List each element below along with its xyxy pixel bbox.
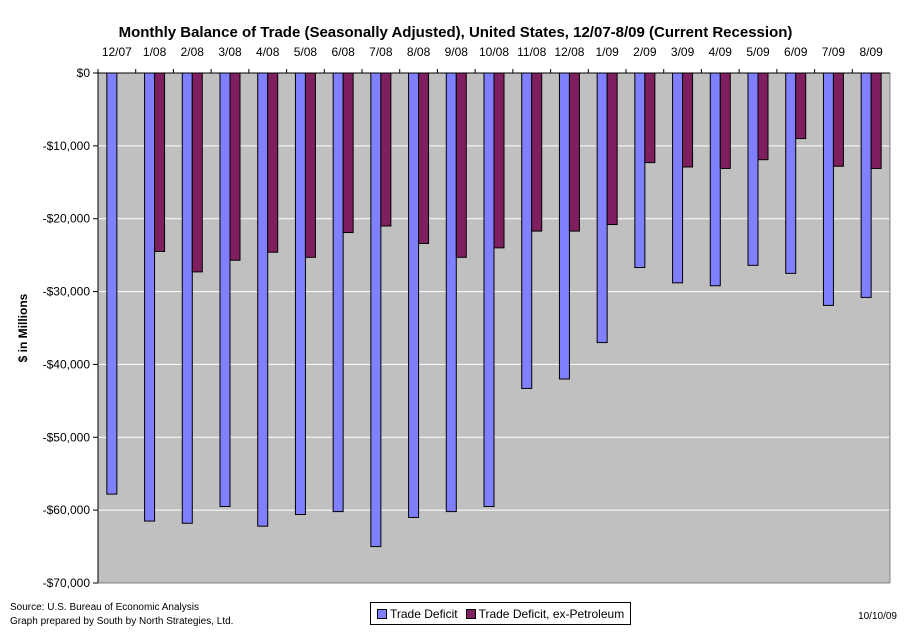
- bar-trade-deficit-ex-petroleum: [757, 72, 769, 161]
- bar-trade-deficit-ex-petroleum: [380, 72, 392, 227]
- x-tick-label: 12/08: [554, 45, 584, 59]
- bar-trade-deficit: [747, 72, 759, 266]
- bar-trade-deficit-ex-petroleum: [229, 72, 241, 261]
- bar-trade-deficit: [822, 72, 834, 306]
- date-note: 10/10/09: [858, 611, 897, 622]
- x-tick-label: 4/09: [709, 45, 733, 59]
- bar-trade-deficit-ex-petroleum: [418, 72, 430, 244]
- bar-trade-deficit-ex-petroleum: [870, 72, 882, 169]
- y-axis-label: $ in Millions: [16, 293, 30, 362]
- bar-trade-deficit-ex-petroleum: [531, 72, 543, 232]
- bar-trade-deficit: [672, 72, 684, 284]
- y-tick-label: -$60,000: [43, 503, 91, 517]
- bar-trade-deficit: [558, 72, 570, 380]
- bar-trade-deficit: [785, 72, 797, 274]
- bar-trade-deficit-ex-petroleum: [644, 72, 656, 164]
- legend-swatch-trade-deficit: [377, 608, 387, 619]
- y-tick-label: -$70,000: [43, 576, 91, 590]
- source-note: Source: U.S. Bureau of Economic Analysis: [10, 602, 199, 613]
- legend-label-trade-deficit-ex-petroleum: Trade Deficit, ex-Petroleum: [478, 606, 625, 621]
- x-tick-label: 12/07: [102, 45, 132, 59]
- x-tick-label: 10/08: [479, 45, 509, 59]
- y-tick-label: -$10,000: [43, 139, 91, 153]
- bar-trade-deficit: [219, 72, 231, 507]
- y-tick-label: -$30,000: [43, 285, 91, 299]
- y-tick-label: $0: [77, 66, 91, 80]
- y-tick-label: -$40,000: [43, 357, 91, 371]
- bar-trade-deficit-ex-petroleum: [719, 72, 731, 169]
- bar-trade-deficit-ex-petroleum: [832, 72, 844, 167]
- bar-trade-deficit-ex-petroleum: [304, 72, 316, 258]
- bar-trade-deficit-ex-petroleum: [154, 72, 166, 252]
- bar-trade-deficit: [634, 72, 646, 269]
- bar-trade-deficit-ex-petroleum: [493, 72, 505, 249]
- x-tick-label: 5/08: [294, 45, 318, 59]
- x-tick-label: 3/09: [671, 45, 695, 59]
- x-tick-label: 8/09: [859, 45, 883, 59]
- bar-trade-deficit-ex-petroleum: [455, 72, 467, 258]
- bar-trade-deficit: [483, 72, 495, 507]
- bar-trade-deficit-ex-petroleum: [682, 72, 694, 168]
- bar-trade-deficit-ex-petroleum: [342, 72, 354, 234]
- bars: [106, 72, 882, 548]
- x-tick-label: 11/08: [517, 45, 546, 59]
- y-tick-label: -$20,000: [43, 212, 91, 226]
- legend-item-trade-deficit: Trade Deficit: [377, 607, 458, 621]
- chart-title: Monthly Balance of Trade (Seasonally Adj…: [118, 24, 793, 41]
- bar-trade-deficit: [106, 72, 118, 495]
- legend-swatch-trade-deficit-ex-petroleum: [465, 608, 476, 619]
- bar-trade-deficit: [709, 72, 721, 287]
- bar-trade-deficit: [370, 72, 382, 548]
- x-tick-label: 1/09: [595, 45, 619, 59]
- x-tick-label: 5/09: [746, 45, 770, 59]
- bar-trade-deficit: [408, 72, 420, 518]
- x-tick-label: 3/08: [218, 45, 242, 59]
- bar-trade-deficit: [332, 72, 344, 513]
- bar-trade-deficit: [445, 72, 457, 513]
- bar-trade-deficit-ex-petroleum: [267, 72, 279, 253]
- y-tick-label: -$50,000: [43, 430, 91, 444]
- bar-trade-deficit: [144, 72, 156, 522]
- bar-trade-deficit: [521, 72, 533, 389]
- bar-trade-deficit: [294, 72, 306, 516]
- legend-item-trade-deficit-ex-petroleum: Trade Deficit, ex-Petroleum: [465, 606, 625, 621]
- x-tick-label: 2/09: [633, 45, 657, 59]
- legend-label-trade-deficit: Trade Deficit: [390, 606, 458, 621]
- bar-trade-deficit: [181, 72, 193, 524]
- bar-trade-deficit-ex-petroleum: [568, 72, 580, 232]
- x-tick-label: 7/09: [822, 45, 846, 59]
- bar-trade-deficit: [257, 72, 269, 527]
- bar-trade-deficit-ex-petroleum: [606, 72, 618, 226]
- bar-trade-deficit-ex-petroleum: [795, 72, 807, 140]
- legend: Trade Deficit Trade Deficit, ex-Petroleu…: [370, 602, 632, 625]
- x-tick-label: 6/08: [331, 45, 355, 59]
- bar-trade-deficit: [860, 72, 872, 298]
- x-tick-label: 9/08: [445, 45, 469, 59]
- bar-trade-deficit: [596, 72, 608, 344]
- axes: $0 -$10,000 -$20,000 -$30,000 -$40,000 -$50,0…: [43, 45, 891, 590]
- x-tick-label: 6/09: [784, 45, 808, 59]
- x-tick-label: 8/08: [407, 45, 431, 59]
- x-tick-label: 1/08: [143, 45, 167, 59]
- x-tick-label: 2/08: [181, 45, 205, 59]
- prepared-by-note: Graph prepared by South by North Strateg…: [10, 616, 234, 627]
- bar-trade-deficit-ex-petroleum: [191, 72, 203, 273]
- x-tick-label: 4/08: [256, 45, 280, 59]
- x-tick-label: 7/08: [369, 45, 393, 59]
